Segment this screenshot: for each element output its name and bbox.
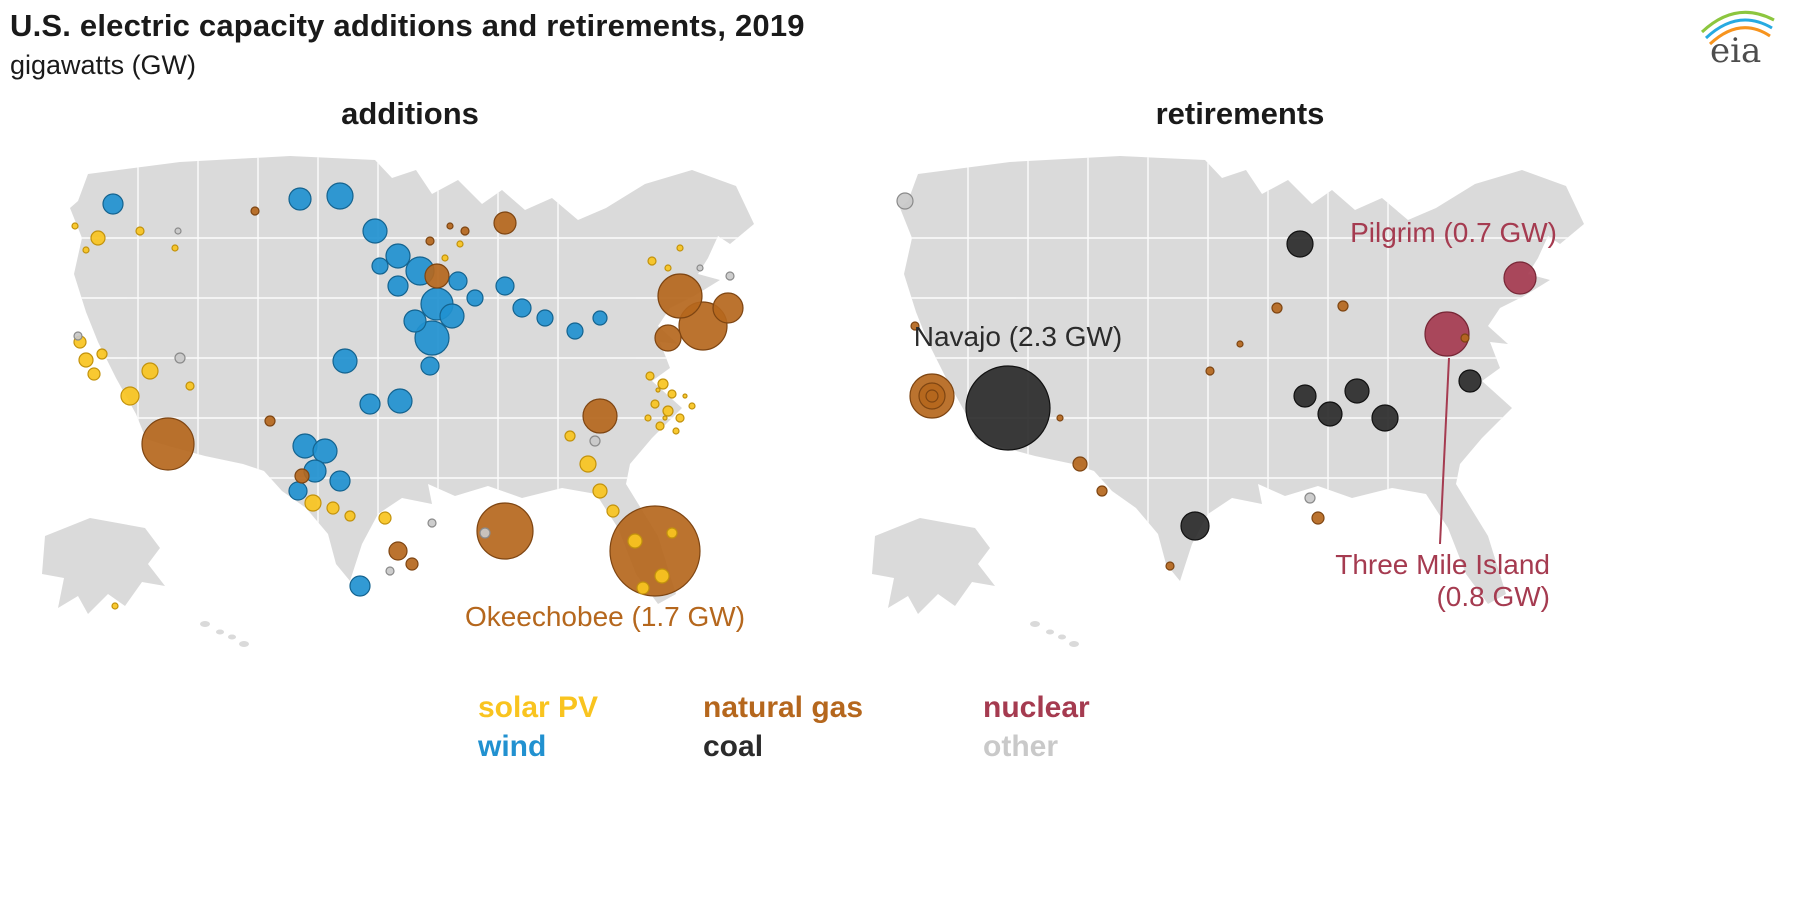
legend-other: other (983, 730, 1058, 763)
legend-row-1: solar PV natural gas nuclear (478, 688, 1183, 727)
legend-coal: coal (703, 730, 764, 763)
legend-row-2: wind coal other (478, 727, 1183, 766)
panel-title-additions: additions (341, 96, 479, 131)
legend-nuclear: nuclear (983, 691, 1090, 724)
svg-text:Pilgrim (0.7 GW): Pilgrim (0.7 GW) (1350, 217, 1557, 248)
logo-text: eia (1710, 31, 1761, 66)
legend-wind: wind (478, 730, 547, 763)
svg-text:Three Mile Island(0.8 GW): Three Mile Island (0.8 GW) (1335, 549, 1550, 612)
legend: solar PV natural gas nuclear wind coal o… (478, 688, 1183, 766)
svg-text:Okeechobee (1.7 GW): Okeechobee (1.7 GW) (465, 601, 745, 632)
panel-additions: additions Okeechobee (1.7 GW) (30, 96, 790, 661)
map-retirements: Navajo (2.3 GW) Pilgrim (0.7 GW) Three Mil… (872, 156, 1584, 647)
maps-row: additions Okeechobee (1.7 GW) retirement… (30, 96, 1620, 661)
map-additions: Okeechobee (1.7 GW) (42, 156, 754, 647)
legend-natural-gas: natural gas (703, 691, 864, 724)
page-subtitle: gigawatts (GW) (10, 50, 197, 80)
header: U.S. electric capacity additions and ret… (10, 8, 805, 81)
logo-arc-blue (1704, 18, 1773, 40)
panel-title-retirements: retirements (1155, 96, 1325, 131)
svg-text:Navajo (2.3 GW): Navajo (2.3 GW) (914, 321, 1123, 352)
logo-arc-orange (1708, 26, 1771, 46)
page-title: U.S. electric capacity additions and ret… (10, 8, 805, 43)
logo-arc-green (1700, 10, 1775, 34)
panel-retirements: retirements Navajo (2.3 GW) Pilgrim (0.7 … (860, 96, 1620, 661)
legend-solar-pv: solar PV (478, 691, 599, 724)
eia-logo: eia (1700, 10, 1775, 66)
